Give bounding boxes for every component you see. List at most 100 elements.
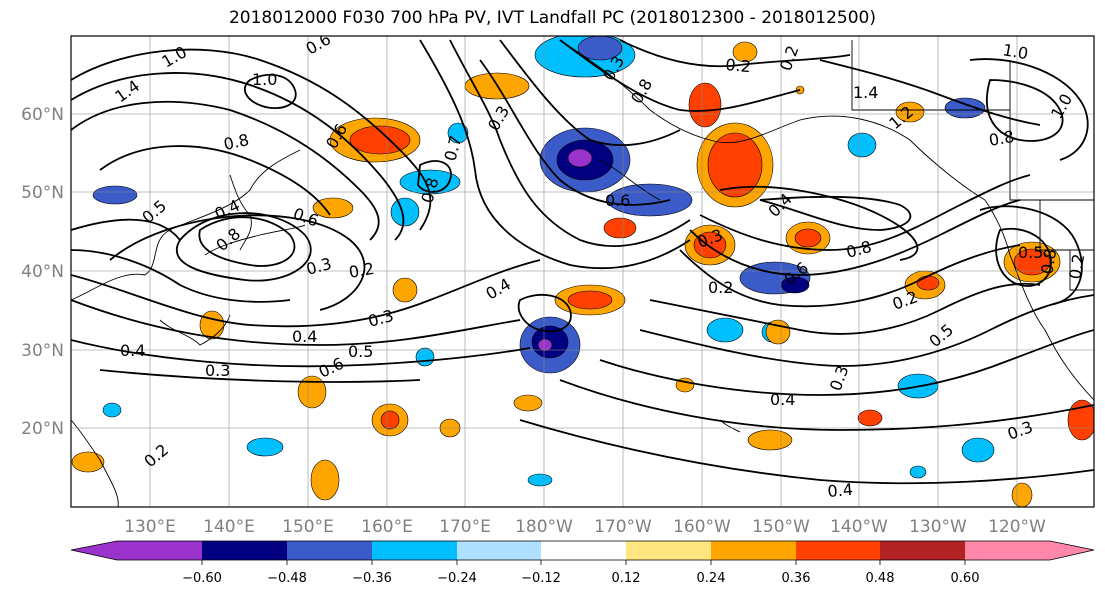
pv-anomaly bbox=[732, 41, 758, 63]
colorbar-label: 0.48 bbox=[866, 571, 895, 586]
lat-tick-label: 50°N bbox=[21, 183, 64, 203]
colorbar-label: −0.12 bbox=[521, 571, 561, 586]
pv-anomaly bbox=[380, 410, 400, 430]
contour-label: 0.2 bbox=[725, 55, 752, 76]
contour-label: 1.0 bbox=[252, 70, 277, 89]
pv-anomaly bbox=[392, 277, 418, 303]
contour-label: 0.4 bbox=[120, 341, 145, 360]
contour-label: 0.5 bbox=[1018, 243, 1043, 262]
pv-anomaly bbox=[71, 451, 105, 473]
colorbar-segment bbox=[117, 541, 202, 560]
pv-anomaly bbox=[857, 409, 883, 427]
colorbar-segment bbox=[965, 541, 1050, 560]
colorbar-label: 0.12 bbox=[612, 571, 641, 586]
pv-anomaly bbox=[310, 459, 340, 501]
pv-anomaly bbox=[390, 197, 420, 227]
pv-anomaly bbox=[688, 82, 722, 128]
lon-tick-label: 130°E bbox=[124, 517, 176, 537]
lon-tick-label: 180°W bbox=[515, 517, 573, 537]
pv-anomaly bbox=[447, 122, 469, 144]
lat-tick-label: 30°N bbox=[21, 341, 64, 361]
colorbar-segment bbox=[457, 541, 541, 560]
pv-anomaly bbox=[794, 228, 822, 248]
colorbar-label: −0.48 bbox=[267, 571, 307, 586]
pv-anomaly bbox=[909, 465, 927, 479]
contour-label: 0.8 bbox=[987, 127, 1015, 150]
contour-label: 0.5 bbox=[348, 342, 373, 361]
colorbar-segment bbox=[372, 541, 457, 560]
colorbar-segment bbox=[1050, 541, 1094, 560]
pv-anomaly bbox=[747, 429, 793, 451]
colorbar-segment bbox=[202, 541, 287, 560]
contour-label: 0.4 bbox=[292, 327, 317, 346]
pv-anomaly bbox=[527, 473, 553, 487]
map-panel: 1.4 1.0 0.6 0.8 1.0 0.6 0.3 0.7 0.8 0.5 … bbox=[70, 35, 1095, 508]
lon-tick-label: 120°W bbox=[988, 517, 1046, 537]
pv-anomaly bbox=[847, 132, 877, 158]
pv-anomaly bbox=[513, 394, 543, 412]
lon-tick-label: 160°E bbox=[361, 517, 413, 537]
colorbar-segment bbox=[71, 541, 117, 560]
pv-anomaly bbox=[1067, 399, 1094, 441]
contour-label: 0.2 bbox=[708, 278, 733, 297]
pv-anomaly bbox=[603, 217, 637, 239]
lon-tick-label: 140°E bbox=[203, 517, 255, 537]
pv-anomaly bbox=[297, 375, 327, 409]
pv-anomaly bbox=[961, 437, 995, 463]
pv-anomaly bbox=[246, 437, 284, 457]
map-title: 2018012000 F030 700 hPa PV, IVT Landfall… bbox=[228, 8, 876, 28]
colorbar-label: −0.60 bbox=[182, 571, 222, 586]
contour-label: 0.2 bbox=[1065, 252, 1088, 280]
lon-tick-label: 150°E bbox=[282, 517, 334, 537]
lon-tick-label: 130°W bbox=[909, 517, 967, 537]
colorbar-segment bbox=[287, 541, 372, 560]
pv-anomaly bbox=[567, 148, 593, 168]
pv-anomaly bbox=[1013, 248, 1051, 276]
contour-label: 0.6 bbox=[605, 191, 630, 210]
lon-tick-label: 150°W bbox=[752, 517, 810, 537]
pv-anomaly bbox=[916, 275, 940, 291]
lon-tick-label: 170°E bbox=[439, 517, 491, 537]
colorbar-segment bbox=[626, 541, 711, 560]
pv-anomaly bbox=[895, 101, 925, 123]
pv-anomaly bbox=[312, 197, 354, 219]
lon-tick-label: 170°W bbox=[594, 517, 652, 537]
contour-label: 0.8 bbox=[222, 130, 251, 154]
pv-anomaly bbox=[349, 125, 411, 155]
lon-tick-label: 160°W bbox=[673, 517, 731, 537]
colorbar-label: 0.60 bbox=[951, 571, 980, 586]
contour-label: 1.0 bbox=[1001, 40, 1029, 63]
colorbar: −0.60 −0.48 −0.36 −0.24 −0.12 0.12 0.24 … bbox=[70, 540, 1095, 586]
longitude-ticks: 130°E 140°E 150°E 160°E 170°E 180°W 170°… bbox=[124, 517, 1046, 537]
lat-tick-label: 40°N bbox=[21, 262, 64, 282]
colorbar-segment bbox=[880, 541, 965, 560]
pv-anomaly bbox=[707, 132, 763, 198]
pv-anomaly bbox=[102, 402, 122, 418]
colorbar-label: 0.36 bbox=[782, 571, 811, 586]
lon-tick-label: 140°W bbox=[830, 517, 888, 537]
pv-contours bbox=[71, 39, 1094, 485]
pv-anomaly bbox=[1011, 482, 1033, 507]
pv-anomaly bbox=[944, 97, 986, 119]
colorbar-label: −0.36 bbox=[352, 571, 392, 586]
colorbar-segment bbox=[711, 541, 796, 560]
colorbar-label: 0.24 bbox=[697, 571, 726, 586]
contour-label: 0.3 bbox=[205, 361, 230, 380]
pv-anomaly bbox=[415, 347, 435, 367]
pv-anomaly bbox=[92, 185, 138, 205]
colorbar-segment bbox=[796, 541, 880, 560]
pv-anomaly bbox=[706, 317, 744, 343]
lat-tick-label: 20°N bbox=[21, 419, 64, 439]
lat-tick-label: 60°N bbox=[21, 105, 64, 125]
contour-label: 0.4 bbox=[827, 480, 854, 501]
graticule bbox=[71, 36, 1094, 507]
pv-anomaly bbox=[537, 338, 553, 352]
latitude-ticks: 60°N 50°N 40°N 30°N 20°N bbox=[21, 105, 64, 439]
contour-label: 1.4 bbox=[853, 83, 878, 102]
contour-label: 0.8 bbox=[1037, 247, 1060, 275]
colorbar-segment bbox=[541, 541, 626, 560]
pv-anomaly bbox=[567, 290, 613, 310]
pv-anomaly bbox=[577, 36, 623, 61]
contour-label: 0.2 bbox=[347, 259, 375, 282]
